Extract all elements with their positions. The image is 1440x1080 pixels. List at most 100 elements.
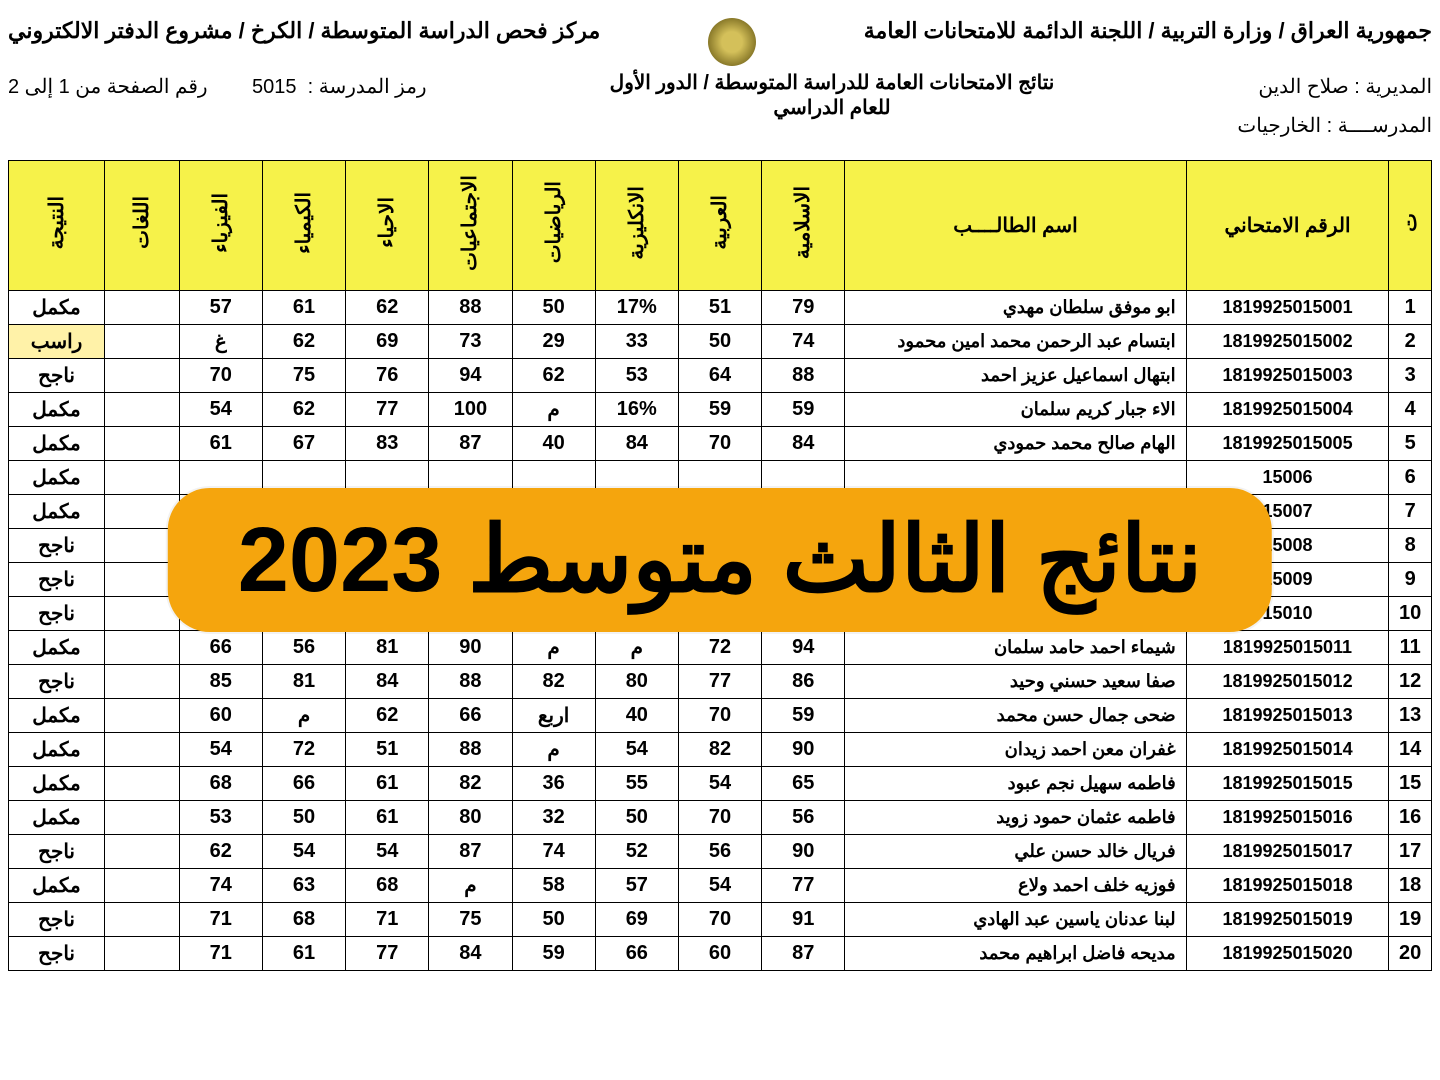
cell-seq: 3 — [1389, 359, 1432, 393]
cell-social: 87 — [429, 835, 512, 869]
col-islamic: الاسلامية — [791, 186, 815, 259]
cell-english: 80 — [595, 665, 678, 699]
school-label: المدرســــة : — [1327, 115, 1432, 137]
cell-chemistry: 62 — [262, 393, 345, 427]
emblem-wrap — [702, 18, 762, 66]
cell-result: مكمل — [9, 801, 105, 835]
table-row: 151819925015015فاطمه سهيل نجم عبود655455… — [9, 767, 1432, 801]
cell-result: ناجح — [9, 937, 105, 971]
col-seq: ت — [1398, 213, 1422, 232]
cell-result: مكمل — [9, 631, 105, 665]
cell-result: مكمل — [9, 291, 105, 325]
cell-math: 50 — [512, 291, 595, 325]
table-row: 131819925015013ضحى جمال حسن محمد597040ار… — [9, 699, 1432, 733]
cell-name: الهام صالح محمد حمودي — [845, 427, 1186, 461]
cell-english: 84 — [595, 427, 678, 461]
cell-arabic: 59 — [678, 393, 761, 427]
cell-physics: 68 — [179, 767, 262, 801]
cell-english: 16% — [595, 393, 678, 427]
cell-result: مكمل — [9, 699, 105, 733]
cell-name: صفا سعيد حسني وحيد — [845, 665, 1186, 699]
cell-math: 74 — [512, 835, 595, 869]
table-row: 111819925015011شيماء احمد حامد سلمان9472… — [9, 631, 1432, 665]
cell-seq: 15 — [1389, 767, 1432, 801]
cell-islamic: 56 — [762, 801, 845, 835]
center-line: مركز فحص الدراسة المتوسطة / الكرخ / مشرو… — [8, 18, 600, 44]
cell-arabic: 77 — [678, 665, 761, 699]
col-chemistry: الكيمياء — [292, 192, 316, 254]
cell-seq: 11 — [1389, 631, 1432, 665]
cell-physics: 85 — [179, 665, 262, 699]
cell-biology: 76 — [346, 359, 429, 393]
cell-blank — [105, 699, 180, 733]
cell-exam: 1819925015013 — [1186, 699, 1389, 733]
cell-exam: 1819925015001 — [1186, 291, 1389, 325]
cell-blank — [105, 359, 180, 393]
cell-blank — [105, 903, 180, 937]
cell-english: 52 — [595, 835, 678, 869]
cell-exam: 1819925015019 — [1186, 903, 1389, 937]
cell-islamic: 86 — [762, 665, 845, 699]
cell-result: مكمل — [9, 427, 105, 461]
cell-islamic: 91 — [762, 903, 845, 937]
cell-biology: 71 — [346, 903, 429, 937]
cell-english: 66 — [595, 937, 678, 971]
cell-physics: 61 — [179, 427, 262, 461]
cell-exam: 1819925015002 — [1186, 325, 1389, 359]
cell-english: 53 — [595, 359, 678, 393]
table-row: 161819925015016فاطمه عثمان حمود زويد5670… — [9, 801, 1432, 835]
cell-blank — [105, 597, 180, 631]
cell-math: م — [512, 393, 595, 427]
cell-seq: 10 — [1389, 597, 1432, 631]
cell-chemistry: 81 — [262, 665, 345, 699]
cell-physics: 71 — [179, 903, 262, 937]
cell-islamic: 88 — [762, 359, 845, 393]
cell-seq: 18 — [1389, 869, 1432, 903]
cell-social: 80 — [429, 801, 512, 835]
cell-physics: 53 — [179, 801, 262, 835]
cell-seq: 5 — [1389, 427, 1432, 461]
cell-chemistry: 72 — [262, 733, 345, 767]
cell-chemistry: م — [262, 699, 345, 733]
cell-name: ضحى جمال حسن محمد — [845, 699, 1186, 733]
table-row: 11819925015001ابو موفق سلطان مهدي795117%… — [9, 291, 1432, 325]
cell-physics: غ — [179, 325, 262, 359]
cell-result: مكمل — [9, 869, 105, 903]
cell-blank — [105, 325, 180, 359]
cell-social: 75 — [429, 903, 512, 937]
school-code-value: 5015 — [252, 76, 297, 98]
cell-math: م — [512, 631, 595, 665]
cell-biology: 68 — [346, 869, 429, 903]
cell-exam: 1819925015014 — [1186, 733, 1389, 767]
cell-chemistry: 75 — [262, 359, 345, 393]
cell-exam: 1819925015017 — [1186, 835, 1389, 869]
cell-result: ناجح — [9, 665, 105, 699]
table-row: 121819925015012صفا سعيد حسني وحيد8677808… — [9, 665, 1432, 699]
cell-islamic: 90 — [762, 733, 845, 767]
cell-exam: 1819925015004 — [1186, 393, 1389, 427]
cell-social: 73 — [429, 325, 512, 359]
cell-biology: 62 — [346, 291, 429, 325]
cell-blank — [105, 835, 180, 869]
cell-result: ناجح — [9, 835, 105, 869]
cell-islamic: 84 — [762, 427, 845, 461]
cell-english: 40 — [595, 699, 678, 733]
cell-arabic: 54 — [678, 869, 761, 903]
cell-blank — [105, 733, 180, 767]
cell-math: 59 — [512, 937, 595, 971]
cell-result: مكمل — [9, 733, 105, 767]
cell-math: 36 — [512, 767, 595, 801]
cell-social: 82 — [429, 767, 512, 801]
table-row: 51819925015005الهام صالح محمد حمودي84708… — [9, 427, 1432, 461]
cell-islamic: 77 — [762, 869, 845, 903]
col-biology: الاحياء — [375, 197, 399, 248]
cell-seq: 14 — [1389, 733, 1432, 767]
cell-math: 62 — [512, 359, 595, 393]
cell-blank — [105, 869, 180, 903]
cell-islamic: 87 — [762, 937, 845, 971]
cell-name: فوزيه خلف احمد ولاع — [845, 869, 1186, 903]
table-row: 181819925015018فوزيه خلف احمد ولاع775457… — [9, 869, 1432, 903]
cell-chemistry: 66 — [262, 767, 345, 801]
cell-biology: 62 — [346, 699, 429, 733]
directorate-value: صلاح الدين — [1258, 76, 1348, 98]
